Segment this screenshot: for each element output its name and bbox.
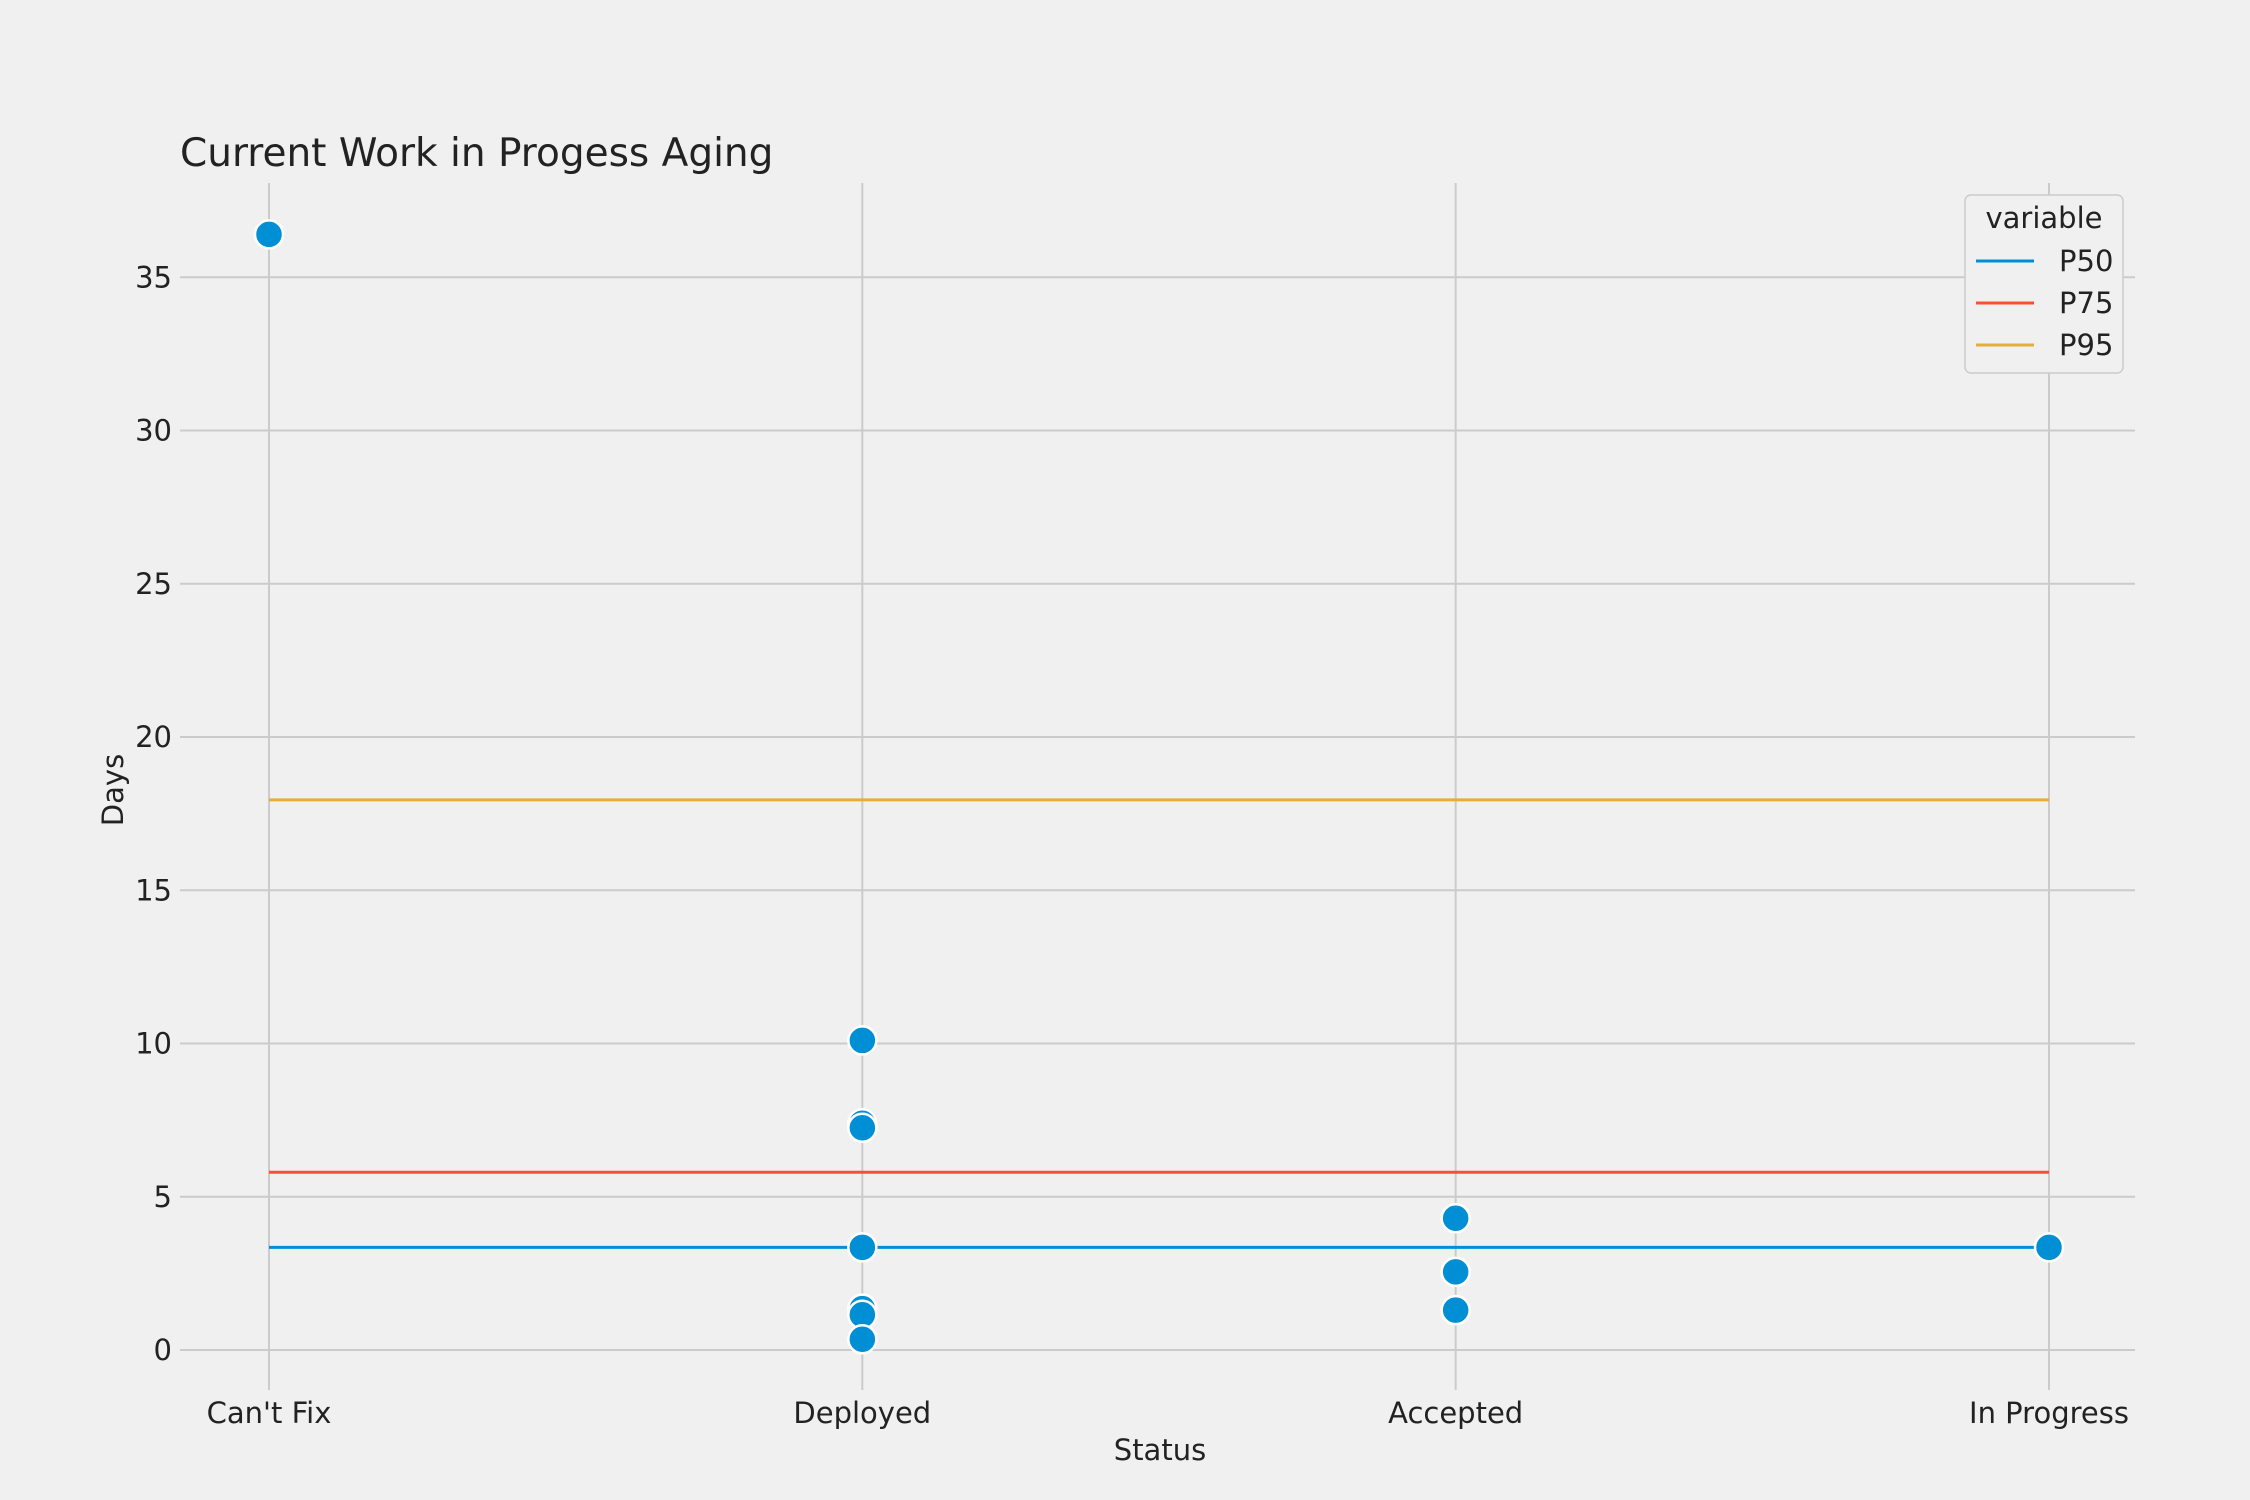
data-point (1440, 1256, 1471, 1288)
data-point (253, 219, 285, 250)
legend-label-p75: P75 (2059, 286, 2113, 320)
y-tick-label: 15 (135, 873, 172, 907)
x-tick-label: Deployed (793, 1396, 931, 1430)
legend-label-p50: P50 (2059, 244, 2113, 278)
data-point (847, 1112, 878, 1144)
data-point (847, 1324, 878, 1355)
x-axis-label: Status (1114, 1433, 1206, 1467)
y-tick-label: 30 (135, 414, 172, 448)
legend-label-p95: P95 (2059, 328, 2113, 362)
percentile-lines (269, 798, 2049, 1249)
y-axis-ticks: 0 5 10 15 20 25 30 35 (135, 260, 172, 1367)
legend-title: variable (1986, 201, 2103, 235)
x-tick-label: Accepted (1388, 1396, 1523, 1430)
grid (180, 183, 2135, 1390)
y-axis-label: Days (96, 754, 130, 826)
x-tick-label: Can't Fix (207, 1396, 332, 1430)
y-tick-label: 10 (135, 1027, 172, 1061)
data-point (847, 1025, 878, 1056)
data-point (2033, 1232, 2065, 1263)
legend-box (1964, 194, 2124, 374)
y-tick-label: 20 (135, 720, 172, 754)
legend: variable P50 P75 P95 (1964, 194, 2124, 374)
data-point (1440, 1294, 1471, 1326)
y-tick-label: 25 (135, 567, 172, 601)
y-tick-label: 5 (154, 1180, 172, 1214)
x-axis-ticks: Can't Fix Deployed Accepted In Progress (207, 1396, 2129, 1430)
chart-title: Current Work in Progess Aging (180, 131, 773, 176)
y-tick-label: 35 (135, 260, 172, 294)
y-tick-label: 0 (154, 1333, 172, 1367)
data-points (253, 219, 2065, 1355)
data-point (847, 1232, 878, 1263)
data-point (1440, 1202, 1471, 1234)
x-tick-label: In Progress (1969, 1396, 2129, 1430)
